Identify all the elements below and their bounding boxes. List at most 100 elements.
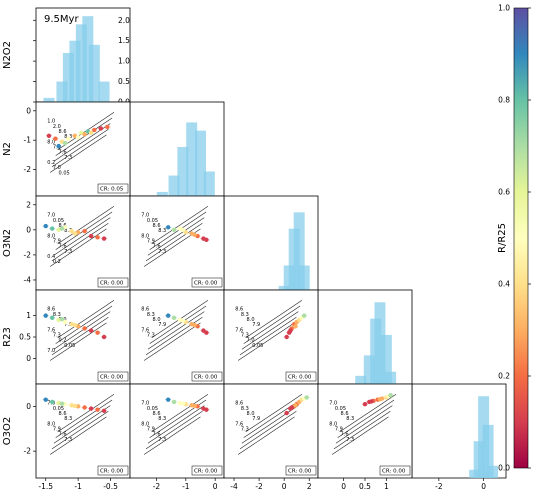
- model-grid-line: [51, 317, 109, 356]
- model-grid-line: [51, 223, 109, 262]
- model-grid-line: [49, 322, 107, 361]
- hist-bar: [168, 175, 180, 196]
- model-grid-line: [151, 206, 209, 245]
- cr-box: [285, 465, 317, 476]
- cr-box: [379, 465, 411, 476]
- model-grid-label: 7.3: [53, 333, 61, 339]
- y-axis-label-top: N2O2: [2, 41, 13, 69]
- y-tick-label: -4: [24, 275, 32, 284]
- y-axis-label: O3N2: [2, 229, 13, 257]
- model-grid-label: 7.3: [346, 437, 354, 443]
- data-point: [192, 232, 197, 238]
- cr-label: CR: 0.00: [194, 469, 218, 475]
- cr-label: CR: 0.00: [194, 375, 218, 381]
- data-point: [88, 328, 94, 333]
- hist-panel-n2o2: 0.00.51.01.52.09.5Myr: [33, 7, 131, 107]
- data-point: [72, 403, 78, 409]
- model-grid-label: 7.3: [147, 333, 155, 339]
- model-grid-label: 7.3: [158, 249, 166, 255]
- model-grid-line: [245, 394, 303, 433]
- model-grid-line: [145, 223, 203, 262]
- model-grid-line: [241, 405, 299, 444]
- model-grid-line: [55, 399, 113, 438]
- model-grid-label: 7.0: [141, 213, 149, 219]
- model-grid-label: 0.05: [147, 218, 158, 224]
- model-grid-label: 7.9: [158, 322, 166, 328]
- x-tick-label: 0.5: [359, 482, 371, 491]
- model-grid-line: [53, 311, 111, 350]
- model-grid-label: 0.05: [335, 406, 346, 412]
- diag-tick-label: 0.5: [118, 77, 130, 86]
- hist-bar: [69, 40, 81, 102]
- cr-box: [97, 183, 129, 194]
- model-grid-label: 8.3: [241, 406, 249, 412]
- data-point: [43, 313, 48, 318]
- data-point: [293, 324, 298, 329]
- model-grid-line: [149, 211, 207, 250]
- data-point: [165, 313, 171, 318]
- model-grid-line: [333, 411, 391, 450]
- hist-bar: [88, 44, 100, 102]
- scatter-panel-o3o2-vs-n2: 7.00.058.68.3 8.07.97.67.3 CR: 0.00: [129, 383, 225, 479]
- model-grid-label: 0.05: [252, 343, 263, 349]
- hist-bar: [482, 424, 494, 478]
- scatter-panel-o3o2-vs-r23: 7.00.058.68.3 8.07.97.67.3 CR: 0.00: [317, 383, 413, 479]
- data-point: [88, 233, 94, 239]
- hist-bar: [293, 212, 305, 290]
- data-point: [165, 225, 171, 230]
- model-grid-label: 7.9: [64, 322, 72, 328]
- y-tick-label: 0.5: [19, 333, 31, 342]
- model-grid-line: [55, 117, 113, 156]
- data-point: [72, 322, 78, 328]
- model-grid-label: 0.05: [59, 170, 70, 176]
- colorbar: 0.0 0.2 0.4 0.6 0.8 1.0 R/R25: [497, 4, 531, 473]
- data-point: [95, 330, 100, 335]
- data-point: [59, 226, 65, 231]
- cr-label: CR: 0.05: [100, 187, 124, 193]
- model-grid-line: [55, 305, 113, 344]
- data-point: [98, 126, 104, 131]
- diag-tick-label: 1.0: [118, 57, 130, 66]
- model-grid-label: 7.6: [59, 244, 67, 250]
- scatter-panel-r23-vs-o3n2: 8.68.38.07.9 7.67.37.00.05 CR: 0.00: [223, 289, 319, 385]
- data-point: [69, 228, 74, 234]
- data-point: [56, 143, 61, 149]
- model-grid-label: 7.3: [241, 333, 249, 339]
- model-grid-label: 7.6: [153, 432, 161, 438]
- model-grid-line: [239, 317, 297, 356]
- colorbar-tick-label: 0.4: [498, 280, 510, 289]
- hist-bar: [298, 265, 310, 290]
- y-tick-label: -2: [24, 250, 32, 259]
- model-grid-line: [237, 416, 295, 455]
- data-point: [50, 315, 55, 320]
- model-grid-label: 8.0: [47, 233, 55, 239]
- data-point: [59, 401, 65, 406]
- data-point: [204, 330, 209, 335]
- data-point: [288, 328, 293, 333]
- model-grid-label: 8.3: [346, 416, 354, 422]
- model-grid-label: 8.0: [47, 421, 55, 427]
- model-grid-label: 0.2: [59, 338, 67, 344]
- model-grid-label: 7.6: [235, 327, 243, 333]
- x-tick-label: -4: [230, 482, 238, 491]
- data-point: [88, 406, 94, 411]
- model-grid-line: [51, 411, 109, 450]
- model-grid-label: 7.9: [53, 239, 61, 245]
- y-axis-label: R23: [2, 327, 13, 347]
- data-point: [82, 132, 87, 137]
- model-grid-line: [237, 322, 295, 361]
- cr-label: CR: 0.00: [100, 375, 124, 381]
- model-grid-line: [151, 394, 209, 433]
- data-point: [75, 135, 81, 140]
- x-tick-label: -0.5: [103, 482, 118, 491]
- model-grid-label: 0.4: [47, 254, 55, 260]
- model-grid-label: 8.3: [158, 416, 166, 422]
- model-grid-label: 8.6: [235, 401, 243, 407]
- data-point: [62, 319, 68, 325]
- data-point: [180, 401, 186, 406]
- model-grid-line: [49, 416, 107, 455]
- cr-label: CR: 0.00: [288, 375, 312, 381]
- data-point: [101, 408, 107, 414]
- data-point: [62, 140, 68, 146]
